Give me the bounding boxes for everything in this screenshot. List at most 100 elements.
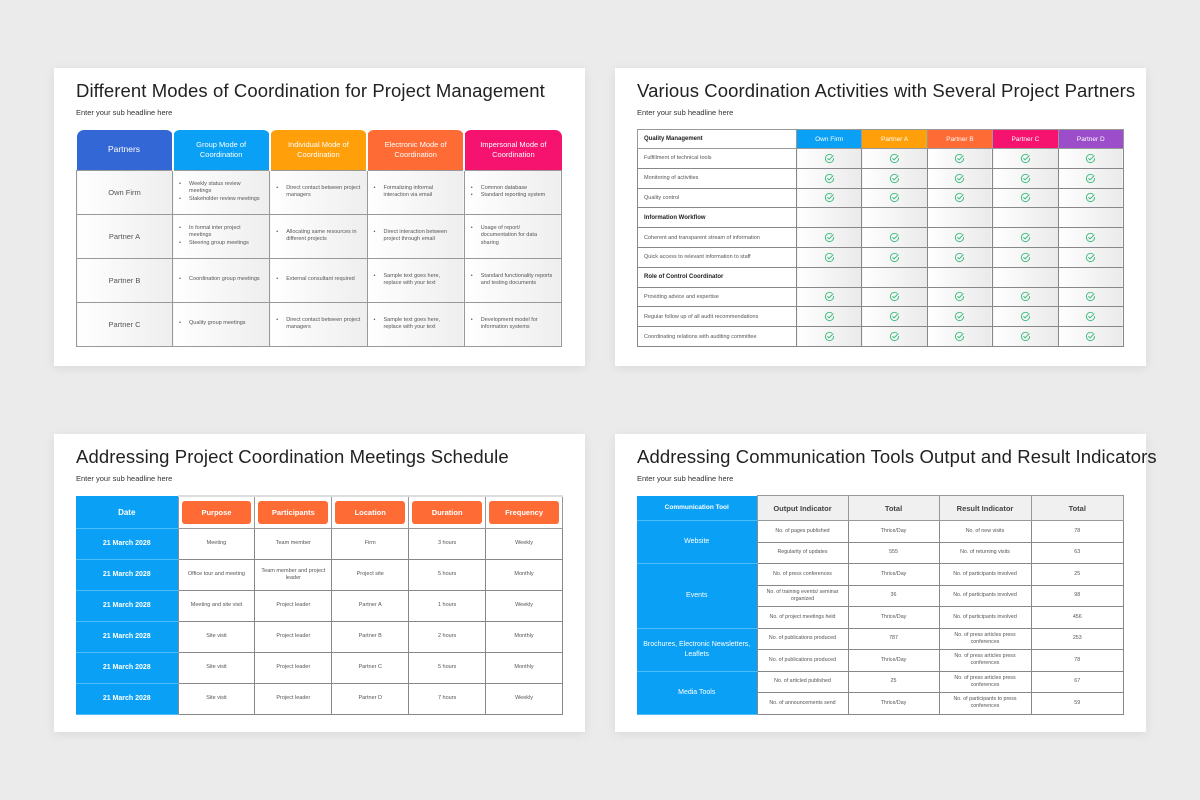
check-circle-icon [1020,252,1031,263]
table-row: 21 March 2028 Site visit Project leader Par… [76,621,563,653]
table-cell: Direct contact between project managers [269,169,368,215]
table-cell: No. of pages published [756,520,849,543]
check-cell [926,207,994,229]
bullet-list: Standard functionality reports and testi… [471,273,555,288]
slide-title: Addressing Project Coordination Meetings… [76,446,509,467]
table-cell: 2 hours [408,621,487,653]
check-cell [992,286,1059,308]
slide-title: Various Coordination Activities with Sev… [637,80,1136,101]
check-circle-icon [889,291,900,302]
bullet-item: Common database [471,185,555,193]
check-cell [926,167,994,189]
table-cell: External consultant required [269,257,368,303]
check-circle-icon [824,311,835,322]
table-row: Media Tools No. of articled published 25 No… [637,670,1124,715]
table-cell: No. of participants involved [938,584,1032,607]
bullet-item: Quality group meetings [179,320,263,328]
column-header: Total [1030,495,1124,521]
table-cell: Monthly [485,621,563,653]
check-circle-icon [1085,192,1096,203]
column-header: Frequency [485,495,563,529]
check-circle-icon [824,291,835,302]
activity-label: Monitoring of activities [637,167,797,189]
table-cell: 787 [847,627,940,650]
bullet-list: Usage of report/ documentation for data … [471,225,555,247]
table-cell: Common databaseStandard reporting system [463,169,563,215]
check-circle-icon [954,311,965,322]
slide-meetings-schedule: Addressing Project Coordination Meetings… [54,434,585,732]
tool-name: Website [637,520,757,564]
table-cell: Site visit [177,652,256,684]
check-cell [992,187,1059,209]
column-header: Group Mode of Coordination [171,130,270,170]
date-cell: 21 March 2028 [76,621,178,653]
activity-label: Coherent and transparent stream of infor… [637,227,797,248]
check-cell [1057,286,1125,308]
header-pill: Duration [412,501,483,524]
table-cell: 59 [1030,692,1124,715]
column-header: Electronic Mode of Coordination [365,130,465,170]
table-row: No. of announcements send Thrice/Day No. o… [637,692,1124,715]
table-cell: No. of publications produced [756,627,849,650]
table-cell: 25 [847,670,940,693]
check-circle-icon [1020,192,1031,203]
column-header: Participants [254,495,333,529]
table-cell: No. of participants involved [938,563,1032,586]
check-circle-icon [1085,173,1096,184]
check-circle-icon [824,153,835,164]
table-cell: Sample text goes here, replace with your… [366,257,465,303]
table-cell: 78 [1030,520,1124,543]
check-cell [926,148,994,169]
activity-label: Regular follow up of all audit recommend… [637,306,797,328]
check-circle-icon [889,232,900,243]
table-cell: Standard functionality reports and testi… [463,257,563,303]
bullet-item: Stakeholder review meetings [179,196,263,204]
header-pill: Purpose [181,501,252,524]
table-cell: Project site [331,559,410,591]
table-cell: No. of articled published [756,670,849,693]
bullet-list: In formal inter project meetingsSteering… [179,225,263,248]
table-cell: Direct interaction between project throu… [366,213,465,259]
check-circle-icon [1020,173,1031,184]
bullet-item: Standard functionality reports and testi… [471,273,555,288]
table-cell: Site visit [177,683,256,715]
partner-header: Partner D [1057,129,1125,149]
table-cell: Team member and project leader [254,559,333,591]
slide-subtitle: Enter your sub headline here [76,474,173,483]
table-cell: 1 hours [408,590,487,622]
check-cell [861,286,928,308]
table-row: Own FirmWeekly status review meetingsSta… [76,169,563,215]
check-cell [795,266,863,288]
bullet-item: Direct contact between project managers [276,317,360,332]
table-cell: No. of participants involved [938,606,1032,629]
table-cell: Development model for information system… [463,301,563,347]
check-cell [992,326,1059,347]
check-circle-icon [954,232,965,243]
check-cell [926,227,994,248]
table-cell: Sample text goes here, replace with your… [366,301,465,347]
bullet-item: Steering group meetings [179,240,263,248]
table-cell: Meeting and site visit [177,590,256,622]
partner-header: Own Firm [795,129,863,149]
table-row: Partner A In formal inter project meeting… [76,213,563,259]
check-circle-icon [954,153,965,164]
bullet-item: Coordination group meetings [179,276,263,284]
check-circle-icon [1020,153,1031,164]
check-circle-icon [889,173,900,184]
check-cell [795,286,863,308]
check-cell [795,167,863,189]
table-cell: Partner A [331,590,410,622]
column-header: Individual Mode of Coordination [268,130,367,170]
table-cell: 98 [1030,584,1124,607]
check-cell [795,187,863,209]
check-cell [992,246,1059,268]
date-cell: 21 March 2028 [76,528,178,560]
check-cell [795,326,863,347]
column-header: Location [331,495,410,529]
table-cell: 555 [847,541,940,564]
slide-communication-tools: Addressing Communication Tools Output an… [615,434,1157,732]
table-cell: Office tour and meeting [177,559,256,591]
check-circle-icon [824,331,835,342]
check-cell [861,227,928,248]
bullet-item: Development model for information system… [471,317,555,332]
